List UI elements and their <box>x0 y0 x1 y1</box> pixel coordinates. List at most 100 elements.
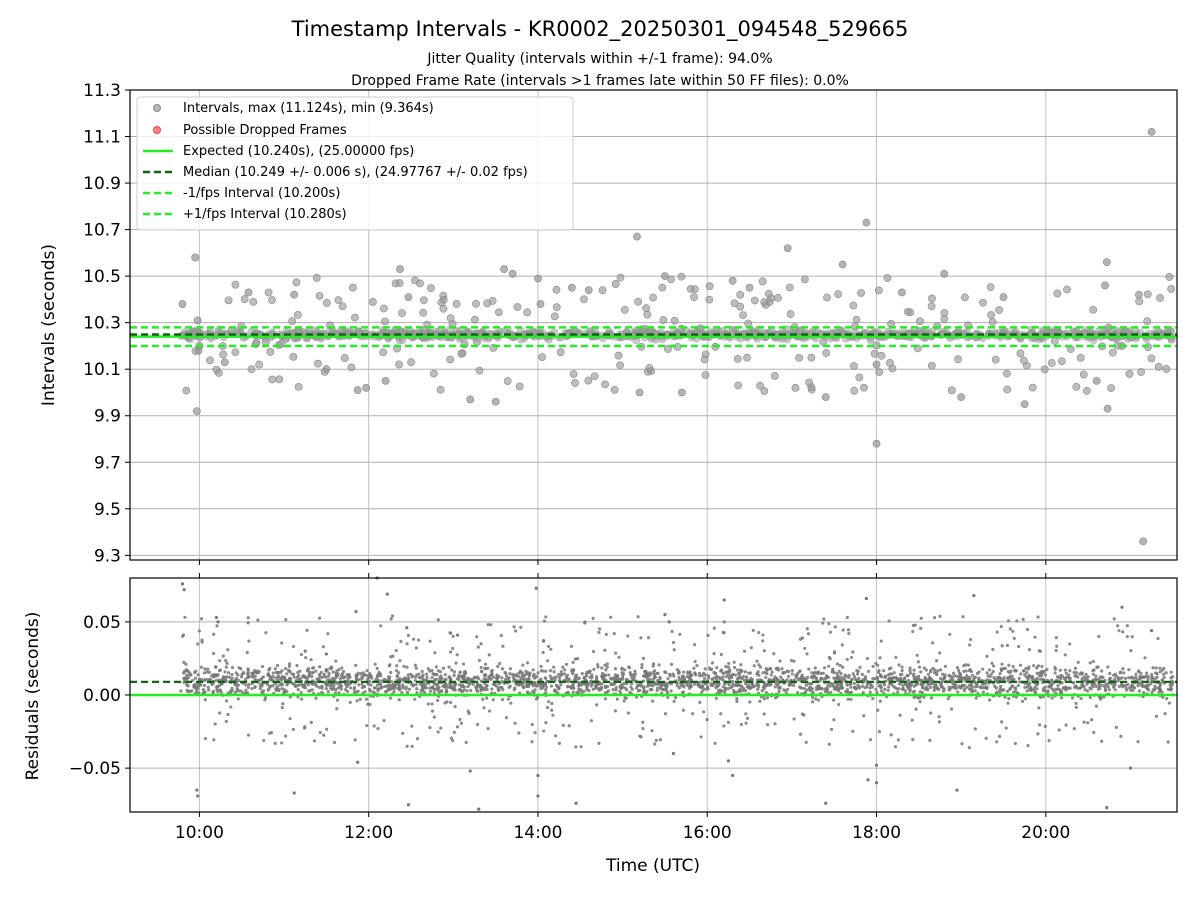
residual-point <box>486 726 490 731</box>
residual-point <box>837 669 841 673</box>
interval-point <box>206 356 214 365</box>
residual-point <box>804 740 808 744</box>
residual-point <box>214 665 218 669</box>
interval-point <box>1156 294 1164 302</box>
residual-point <box>184 662 188 666</box>
residual-point <box>860 672 865 677</box>
residual-point <box>310 671 315 675</box>
residual-point <box>497 674 501 679</box>
residual-point <box>389 670 393 675</box>
interval-point <box>670 316 679 325</box>
residual-point <box>868 686 872 690</box>
residual-point <box>504 674 509 678</box>
residual-point <box>1068 676 1072 680</box>
residual-point <box>544 685 548 689</box>
residual-point <box>506 697 510 701</box>
intervals-points <box>178 127 1176 546</box>
interval-point <box>503 377 512 385</box>
residual-point <box>987 668 992 672</box>
residual-point <box>745 716 750 720</box>
interval-point <box>534 274 542 283</box>
residual-point <box>1000 720 1004 724</box>
residual-point <box>1036 664 1040 668</box>
interval-point <box>182 386 191 395</box>
interval-point <box>785 283 794 292</box>
interval-point <box>473 338 481 347</box>
residual-point <box>414 683 418 687</box>
residual-point <box>938 651 942 655</box>
residual-point <box>1023 673 1027 677</box>
residual-point <box>1037 649 1041 653</box>
residual-point <box>414 666 418 670</box>
residual-point <box>733 665 737 670</box>
residual-point <box>677 678 681 682</box>
interval-point <box>1162 365 1171 373</box>
residual-point <box>853 686 857 690</box>
residual-point <box>654 738 658 742</box>
interval-point <box>212 365 221 374</box>
residual-point <box>262 738 266 743</box>
residual-point <box>402 664 406 668</box>
residual-point <box>475 689 480 693</box>
residual-point <box>1082 720 1086 724</box>
residual-point <box>824 801 828 805</box>
residual-point <box>605 662 609 666</box>
residual-point <box>776 666 780 670</box>
residual-point <box>813 674 817 679</box>
residual-point <box>1134 672 1138 676</box>
residuals-y-tick-label: 0.05 <box>83 613 121 633</box>
interval-point <box>634 297 643 306</box>
interval-point <box>515 382 524 391</box>
residual-point <box>851 650 855 654</box>
residual-point <box>523 680 527 684</box>
legend-label-expected: Expected (10.240s), (25.00000 fps) <box>183 144 414 159</box>
residual-point <box>1055 675 1060 679</box>
interval-point <box>1154 362 1163 371</box>
interval-point <box>292 278 301 287</box>
interval-point <box>395 360 404 369</box>
residual-point <box>1113 677 1117 681</box>
residual-point <box>397 671 401 675</box>
residual-point <box>852 674 856 679</box>
residual-point <box>461 662 466 666</box>
interval-point <box>1137 368 1145 376</box>
residual-point <box>947 673 951 678</box>
interval-point <box>883 274 892 282</box>
residual-point <box>1085 682 1089 686</box>
residual-point <box>441 684 445 688</box>
residual-point <box>221 654 225 658</box>
residual-point <box>379 624 383 628</box>
residual-point <box>185 673 189 677</box>
interval-point <box>1103 404 1112 413</box>
residual-point <box>1020 699 1025 703</box>
residual-point <box>359 671 363 676</box>
interval-point <box>700 355 709 364</box>
residual-point <box>354 675 358 679</box>
interval-point <box>795 354 804 362</box>
residual-point <box>934 659 939 663</box>
residual-point <box>444 682 448 687</box>
residual-point <box>244 688 248 692</box>
residual-point <box>636 684 640 688</box>
residual-point <box>901 683 905 687</box>
residual-point <box>889 733 893 737</box>
residual-point <box>413 663 417 667</box>
residual-point <box>920 690 925 695</box>
residual-point <box>933 668 937 672</box>
residual-point <box>927 682 931 687</box>
residual-point <box>1128 766 1133 770</box>
residual-point <box>303 649 307 653</box>
interval-point <box>633 232 641 241</box>
residual-point <box>1138 674 1142 678</box>
residual-point <box>735 697 739 701</box>
residual-point <box>356 689 360 693</box>
intervals-axes-frame <box>129 89 1178 561</box>
residual-point <box>531 684 535 688</box>
interval-point <box>614 351 623 360</box>
residual-point <box>1080 671 1084 675</box>
interval-point <box>552 285 561 294</box>
residual-point <box>827 664 831 668</box>
residual-point <box>1158 684 1162 689</box>
residual-point <box>628 690 632 695</box>
residual-point <box>919 670 923 674</box>
